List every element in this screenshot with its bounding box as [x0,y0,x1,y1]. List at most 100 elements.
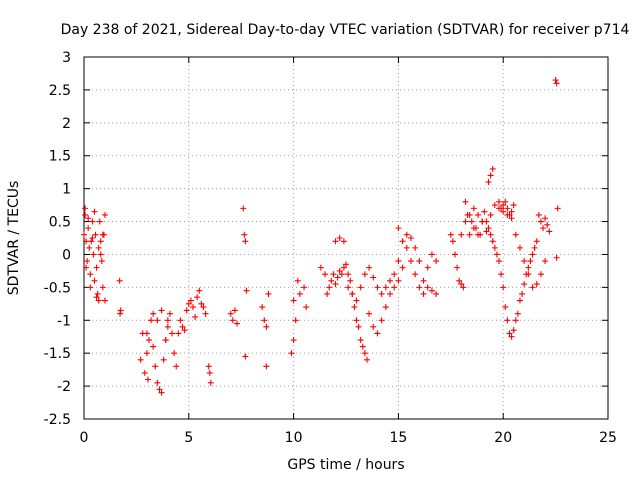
data-point [345,284,352,291]
data-point [378,290,385,297]
data-point [98,258,105,265]
data-point [537,271,544,278]
x-tick-label: 15 [389,430,407,446]
data-point [83,238,90,245]
data-point [227,310,234,317]
data-point [361,350,368,357]
axis-ticks [83,56,609,420]
data-point [382,284,389,291]
data-point [85,225,92,232]
data-point [322,271,329,278]
data-point [475,231,482,238]
data-point [487,211,494,218]
data-point [433,290,440,297]
data-point [553,254,560,261]
data-point [340,238,347,245]
data-point [171,350,178,357]
data-point [265,290,272,297]
data-point [324,290,331,297]
data-point [326,284,333,291]
data-point [489,165,496,172]
data-point [332,238,339,245]
data-point [88,238,95,245]
y-axis-label: SDTVAR / TECUs [6,181,22,296]
data-point [500,208,507,215]
data-point [303,304,310,311]
data-point [506,211,513,218]
data-point [96,218,103,225]
data-point [93,264,100,271]
y-tick-label: -1.5 [44,346,71,362]
data-point [263,363,270,370]
data-point [399,264,406,271]
data-point [82,205,89,212]
data-point [330,271,337,278]
data-point [420,290,427,297]
data-point [502,304,509,311]
data-point [366,310,373,317]
data-point [328,277,335,284]
data-point [458,231,465,238]
data-point [391,284,398,291]
data-point [382,304,389,311]
data-point [355,323,362,330]
data-point [540,225,547,232]
data-point [143,350,150,357]
plot-frame [83,56,609,420]
data-point [407,258,414,265]
y-tick-label: -2.5 [44,412,71,428]
data-point [508,215,515,222]
data-point [491,244,498,251]
data-point [345,271,352,278]
data-point [395,225,402,232]
data-point [462,198,469,205]
data-point [512,231,519,238]
data-point [519,290,526,297]
x-tick-label: 20 [494,430,512,446]
data-point [349,290,356,297]
data-point [424,284,431,291]
data-point [458,281,465,288]
data-point [234,320,241,327]
data-point [343,261,349,268]
data-point [150,343,157,350]
data-point [166,310,173,317]
data-point [479,218,486,225]
data-point [489,238,496,245]
data-point [533,238,540,245]
data-point [433,258,440,265]
data-point [183,307,190,314]
data-point [296,290,303,297]
data-point [116,277,123,284]
data-point [470,205,477,212]
data-point [301,284,308,291]
data-point [424,264,431,271]
data-point [290,337,297,344]
data-point [94,290,101,297]
data-point [241,231,248,238]
data-point [403,244,410,251]
data-point [462,218,469,225]
data-point [334,274,341,281]
data-point [407,235,414,241]
data-point [160,356,167,363]
data-point [154,379,161,386]
data-point [521,281,528,288]
data-point [428,287,435,294]
x-tick-label: 5 [184,430,193,446]
data-point [544,221,551,228]
data-point [510,202,517,209]
data-point [516,297,523,304]
data-point [95,244,102,251]
data-point [154,317,161,324]
data-point [395,277,402,284]
data-point [395,258,402,265]
data-point [514,310,521,317]
data-point [206,369,213,376]
y-tick-labels: -2.5 -2 -1.5 -1 -0.5 0 0.5 1 1.5 2 2.5 3 [44,50,71,428]
data-point [145,337,152,344]
data-point [374,330,381,337]
data-point [192,313,199,320]
data-point [527,258,534,265]
data-point [243,287,250,294]
